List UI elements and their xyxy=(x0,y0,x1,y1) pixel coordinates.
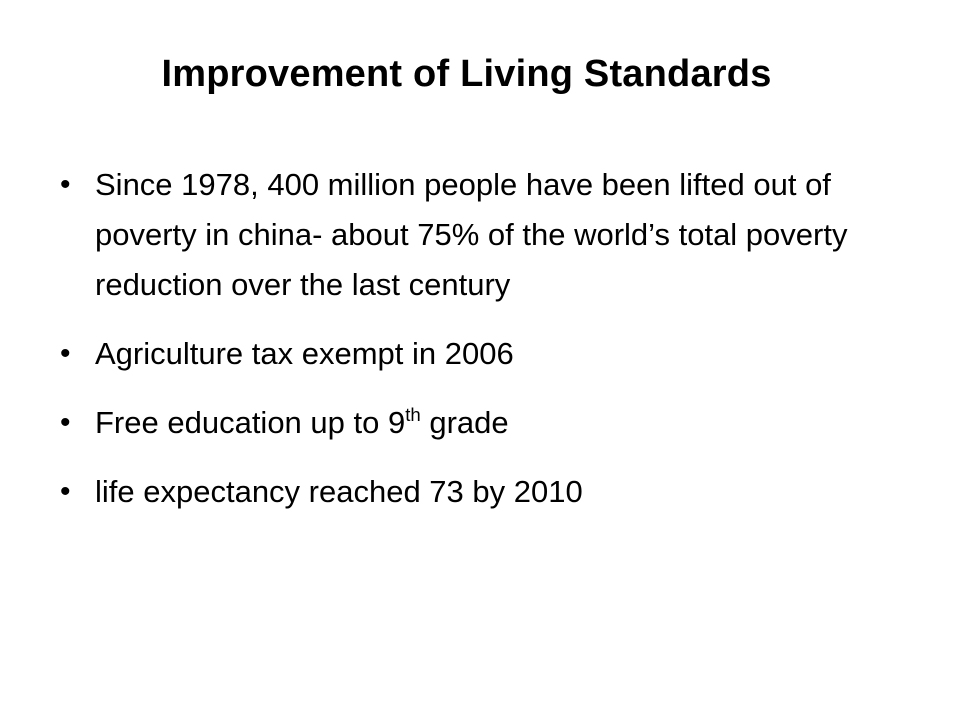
bullet-item: • Free education up to 9th grade xyxy=(60,398,890,448)
bullet-text: life expectancy reached 73 by 2010 xyxy=(95,474,583,509)
bullet-item: • life expectancy reached 73 by 2010 xyxy=(60,467,890,517)
bullet-text: Agriculture tax exempt in 2006 xyxy=(95,336,514,371)
bullet-icon: • xyxy=(60,168,71,201)
bullet-item: • Agriculture tax exempt in 2006 xyxy=(60,329,890,379)
bullet-text-after: grade xyxy=(420,405,509,440)
bullet-icon: • xyxy=(60,337,71,370)
bullet-text-before: Free education up to 9 xyxy=(95,405,406,440)
ordinal-superscript: th xyxy=(405,403,421,425)
bullet-icon: • xyxy=(60,406,71,439)
bullet-item: • Since 1978, 400 million people have be… xyxy=(60,160,890,310)
bullet-text: Since 1978, 400 million people have been… xyxy=(95,167,848,302)
bullet-list: • Since 1978, 400 million people have be… xyxy=(60,160,890,536)
bullet-icon: • xyxy=(60,475,71,508)
slide-title: Improvement of Living Standards xyxy=(161,53,772,95)
